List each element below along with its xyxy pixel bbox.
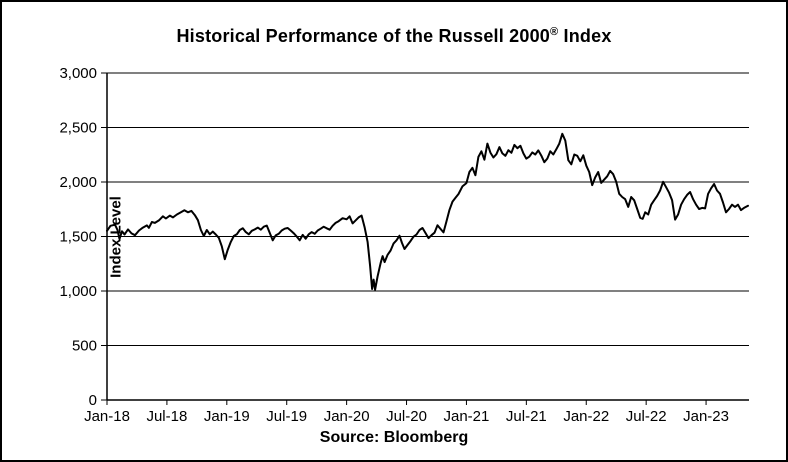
x-tick-labels: Jan-18 Jul-18 Jan-19 Jul-19 Jan-20 Jul-20 Jan-… [84, 408, 729, 425]
x-tick-label-Jul-19: Jul-19 [266, 408, 307, 425]
chart-title: Historical Performance of the Russell 20… [2, 26, 786, 47]
chart-title-tail: Index [558, 26, 612, 46]
series-line [106, 132, 749, 291]
y-tick-marks [101, 72, 107, 401]
x-tick-label-Jan-22: Jan-22 [563, 408, 609, 425]
y-tick-label-500: 500 [72, 338, 97, 355]
registered-trademark-symbol: ® [550, 26, 559, 38]
x-tick-label-Jul-18: Jul-18 [146, 408, 187, 425]
x-tick-label-Jul-21: Jul-21 [506, 408, 547, 425]
x-tick-label-Jan-21: Jan-21 [444, 408, 490, 425]
y-tick-label-2500: 2,500 [59, 120, 97, 137]
x-tick-label-Jan-23: Jan-23 [683, 408, 729, 425]
y-tick-label-2000: 2,000 [59, 174, 97, 191]
x-tick-label-Jan-18: Jan-18 [84, 408, 130, 425]
source-label: Source: Bloomberg [319, 429, 469, 446]
x-tick-label-Jan-19: Jan-19 [204, 408, 250, 425]
x-tick-marks [106, 400, 707, 405]
y-tick-label-1000: 1,000 [59, 283, 97, 300]
chart-title-text: Historical Performance of the Russell 20… [176, 26, 550, 46]
index-line [106, 132, 749, 291]
y-tick-label-0: 0 [89, 392, 97, 409]
x-tick-label-Jan-20: Jan-20 [324, 408, 370, 425]
y-tick-labels: 0 500 1,000 1,500 2,000 2,500 3,000 [59, 65, 97, 409]
x-tick-label-Jul-22: Jul-22 [626, 408, 667, 425]
x-tick-label-Jul-20: Jul-20 [386, 408, 427, 425]
y-tick-label-1500: 1,500 [59, 229, 97, 246]
y-tick-label-3000: 3,000 [59, 65, 97, 82]
